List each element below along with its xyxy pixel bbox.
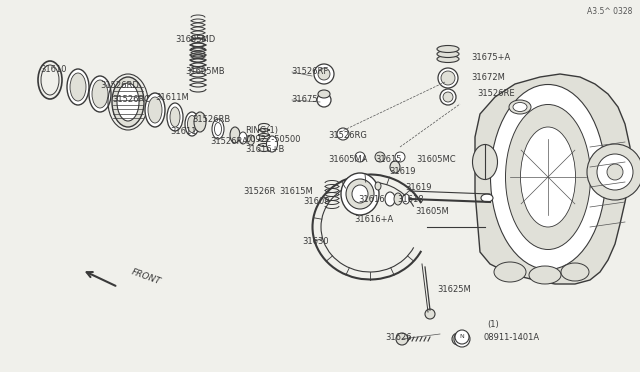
- Ellipse shape: [437, 55, 459, 62]
- Ellipse shape: [494, 262, 526, 282]
- Circle shape: [355, 152, 365, 162]
- Circle shape: [395, 152, 405, 162]
- Text: 31526RC: 31526RC: [112, 94, 150, 103]
- Circle shape: [452, 333, 464, 345]
- Circle shape: [441, 71, 455, 85]
- Circle shape: [443, 92, 453, 102]
- Text: 31605M: 31605M: [415, 208, 449, 217]
- Ellipse shape: [230, 127, 240, 143]
- Circle shape: [396, 333, 408, 345]
- Ellipse shape: [390, 161, 400, 173]
- Text: 31675+A: 31675+A: [471, 52, 510, 61]
- Ellipse shape: [375, 182, 381, 190]
- Ellipse shape: [67, 69, 89, 105]
- Text: 31615: 31615: [375, 155, 401, 164]
- Circle shape: [607, 164, 623, 180]
- Ellipse shape: [561, 263, 589, 281]
- Text: 31616+A: 31616+A: [354, 215, 393, 224]
- Circle shape: [314, 64, 334, 84]
- Text: 31605MD: 31605MD: [175, 35, 215, 45]
- Text: 31625M: 31625M: [437, 285, 471, 295]
- Ellipse shape: [481, 194, 493, 202]
- Circle shape: [337, 128, 349, 140]
- Ellipse shape: [239, 132, 247, 144]
- Ellipse shape: [437, 45, 459, 52]
- Text: 31526RF: 31526RF: [291, 67, 328, 77]
- Circle shape: [318, 68, 330, 80]
- Circle shape: [375, 152, 385, 162]
- Ellipse shape: [148, 97, 162, 123]
- Circle shape: [597, 154, 633, 190]
- Ellipse shape: [167, 103, 183, 131]
- Text: 31672M: 31672M: [471, 73, 505, 81]
- Ellipse shape: [145, 93, 165, 127]
- Ellipse shape: [89, 76, 111, 112]
- Text: 31526RD: 31526RD: [100, 81, 139, 90]
- Ellipse shape: [318, 90, 330, 98]
- Circle shape: [317, 93, 331, 107]
- Text: RING(1): RING(1): [245, 125, 278, 135]
- Text: 31526RG: 31526RG: [328, 131, 367, 141]
- Text: 31605MC: 31605MC: [416, 155, 456, 164]
- Ellipse shape: [520, 127, 575, 227]
- Ellipse shape: [188, 115, 196, 132]
- Ellipse shape: [70, 73, 86, 101]
- Circle shape: [587, 144, 640, 200]
- Text: N: N: [460, 334, 465, 340]
- Text: (1): (1): [487, 320, 499, 328]
- Ellipse shape: [425, 309, 435, 319]
- Ellipse shape: [346, 179, 374, 209]
- Text: 31616: 31616: [358, 195, 385, 203]
- Ellipse shape: [385, 192, 395, 206]
- Text: 31619: 31619: [389, 167, 415, 176]
- Polygon shape: [475, 74, 630, 284]
- Ellipse shape: [394, 193, 402, 205]
- Ellipse shape: [513, 103, 527, 112]
- Ellipse shape: [92, 80, 108, 108]
- Text: 31526RB: 31526RB: [192, 115, 230, 124]
- Ellipse shape: [403, 194, 410, 204]
- Text: 31526R: 31526R: [243, 187, 275, 196]
- Circle shape: [455, 330, 469, 344]
- Ellipse shape: [248, 135, 255, 145]
- Text: 31526RE: 31526RE: [477, 90, 515, 99]
- Ellipse shape: [185, 112, 199, 136]
- Circle shape: [438, 68, 458, 88]
- Text: 08911-1401A: 08911-1401A: [483, 333, 539, 341]
- Text: 31526RA: 31526RA: [210, 138, 248, 147]
- Text: 31611M: 31611M: [155, 93, 189, 102]
- Text: 31618: 31618: [397, 195, 424, 203]
- Ellipse shape: [212, 119, 224, 139]
- Text: FRONT: FRONT: [130, 267, 162, 286]
- Ellipse shape: [266, 136, 278, 152]
- Text: 31630: 31630: [302, 237, 328, 246]
- Ellipse shape: [529, 266, 561, 284]
- Circle shape: [440, 89, 456, 105]
- Circle shape: [454, 331, 470, 347]
- Ellipse shape: [117, 83, 139, 121]
- Ellipse shape: [509, 100, 531, 114]
- Text: 31675: 31675: [291, 96, 317, 105]
- Text: 31619: 31619: [405, 183, 431, 192]
- Text: 31609: 31609: [303, 198, 330, 206]
- Ellipse shape: [170, 107, 180, 127]
- Text: 00922-50500: 00922-50500: [245, 135, 301, 144]
- Ellipse shape: [490, 84, 605, 269]
- Ellipse shape: [112, 77, 144, 127]
- Ellipse shape: [352, 185, 368, 203]
- Text: 31615M: 31615M: [279, 187, 313, 196]
- Text: A3.5^ 0328: A3.5^ 0328: [587, 7, 632, 16]
- Text: 31616+B: 31616+B: [245, 145, 284, 154]
- Text: 31626: 31626: [385, 333, 412, 341]
- Text: 31611: 31611: [170, 128, 196, 137]
- Ellipse shape: [472, 144, 497, 180]
- Text: 31610: 31610: [40, 65, 67, 74]
- Text: 31605MA: 31605MA: [328, 155, 367, 164]
- Text: 31605MB: 31605MB: [185, 67, 225, 77]
- Ellipse shape: [194, 112, 206, 132]
- Ellipse shape: [506, 105, 591, 250]
- Ellipse shape: [437, 51, 459, 58]
- Ellipse shape: [341, 173, 379, 215]
